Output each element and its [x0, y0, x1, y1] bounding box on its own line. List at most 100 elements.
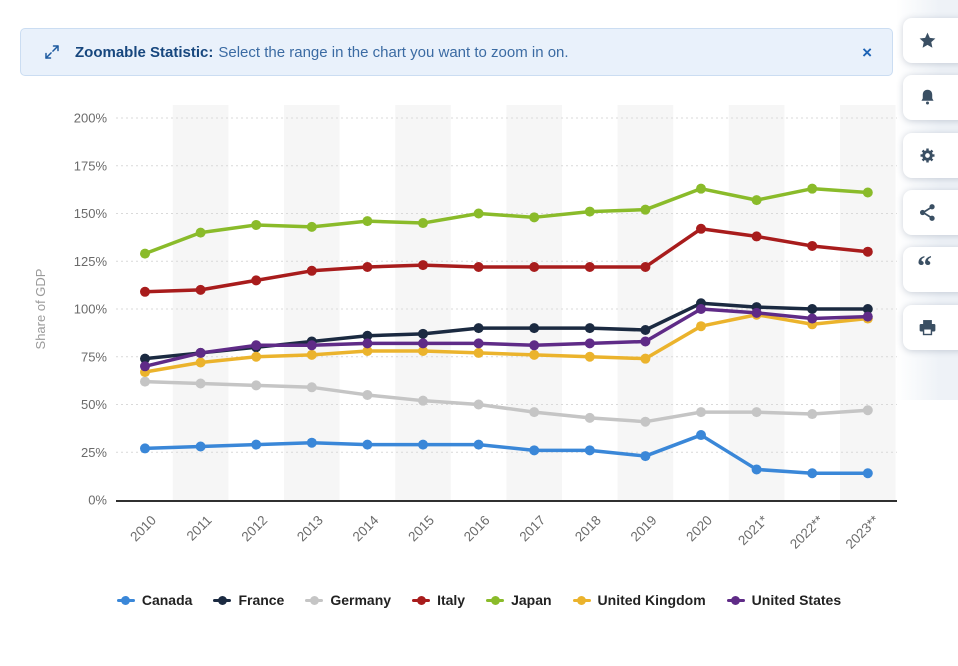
data-point[interactable]: [751, 231, 762, 242]
data-point[interactable]: [696, 407, 706, 418]
data-point[interactable]: [362, 261, 373, 272]
legend-item-france[interactable]: France: [213, 592, 284, 608]
data-point[interactable]: [251, 275, 262, 286]
data-point[interactable]: [418, 346, 428, 357]
data-point[interactable]: [473, 399, 484, 410]
data-point[interactable]: [807, 468, 818, 479]
data-point[interactable]: [751, 464, 762, 475]
legend-item-germany[interactable]: Germany: [305, 592, 391, 608]
data-point[interactable]: [140, 361, 150, 372]
data-point[interactable]: [473, 323, 484, 334]
data-point[interactable]: [584, 323, 595, 334]
data-point[interactable]: [306, 340, 317, 351]
data-point[interactable]: [751, 407, 762, 418]
legend-item-italy[interactable]: Italy: [412, 592, 465, 608]
data-point[interactable]: [140, 443, 150, 454]
data-point[interactable]: [640, 336, 651, 347]
data-point[interactable]: [584, 206, 595, 217]
data-point[interactable]: [696, 430, 706, 441]
data-point[interactable]: [251, 351, 262, 362]
data-point[interactable]: [362, 439, 373, 450]
data-point[interactable]: [807, 240, 818, 251]
data-point[interactable]: [529, 407, 540, 418]
data-point[interactable]: [807, 313, 818, 324]
data-point[interactable]: [140, 376, 150, 387]
data-point[interactable]: [529, 349, 540, 360]
data-point[interactable]: [418, 328, 428, 339]
data-point[interactable]: [362, 216, 373, 227]
data-point[interactable]: [195, 357, 206, 368]
data-point[interactable]: [529, 212, 540, 223]
data-point[interactable]: [640, 325, 651, 336]
data-point[interactable]: [195, 284, 206, 295]
chart[interactable]: 0% 25% 50% 75% 100% 125% 150% 175% 200% Share of …: [0, 95, 958, 570]
data-point[interactable]: [473, 439, 484, 450]
settings-button[interactable]: [903, 133, 958, 178]
data-point[interactable]: [862, 187, 873, 198]
share-button[interactable]: [903, 190, 958, 235]
data-point[interactable]: [640, 353, 651, 364]
data-point[interactable]: [640, 261, 651, 272]
data-point[interactable]: [251, 439, 262, 450]
legend-item-japan[interactable]: Japan: [486, 592, 552, 608]
data-point[interactable]: [251, 340, 262, 351]
data-point[interactable]: [306, 437, 317, 448]
data-point[interactable]: [306, 221, 317, 232]
data-point[interactable]: [140, 248, 150, 259]
data-point[interactable]: [195, 347, 206, 358]
data-point[interactable]: [640, 204, 651, 215]
legend-item-united-states[interactable]: United States: [726, 592, 841, 608]
data-point[interactable]: [473, 208, 484, 219]
data-point[interactable]: [584, 412, 595, 423]
data-point[interactable]: [862, 311, 873, 322]
data-point[interactable]: [418, 395, 428, 406]
data-point[interactable]: [362, 346, 373, 357]
data-point[interactable]: [251, 380, 262, 391]
chart-svg[interactable]: 0% 25% 50% 75% 100% 125% 150% 175% 200% Share of …: [0, 95, 958, 570]
data-point[interactable]: [584, 261, 595, 272]
data-point[interactable]: [473, 338, 484, 349]
data-point[interactable]: [640, 451, 651, 462]
data-point[interactable]: [418, 218, 428, 229]
data-point[interactable]: [195, 227, 206, 238]
data-point[interactable]: [362, 338, 373, 349]
data-point[interactable]: [195, 441, 206, 452]
cite-button[interactable]: “: [903, 247, 958, 292]
data-point[interactable]: [584, 351, 595, 362]
data-point[interactable]: [584, 338, 595, 349]
data-point[interactable]: [862, 468, 873, 479]
data-point[interactable]: [584, 445, 595, 456]
data-point[interactable]: [529, 340, 540, 351]
print-button[interactable]: [903, 305, 958, 350]
data-point[interactable]: [140, 286, 150, 297]
data-point[interactable]: [640, 416, 651, 427]
data-point[interactable]: [696, 183, 706, 194]
data-point[interactable]: [862, 304, 873, 314]
data-point[interactable]: [473, 347, 484, 358]
data-point[interactable]: [473, 261, 484, 272]
data-point[interactable]: [306, 382, 317, 393]
data-point[interactable]: [251, 219, 262, 230]
data-point[interactable]: [140, 353, 150, 364]
data-point[interactable]: [807, 409, 818, 420]
data-point[interactable]: [529, 323, 540, 334]
data-point[interactable]: [696, 304, 706, 314]
data-point[interactable]: [306, 265, 317, 276]
data-point[interactable]: [306, 349, 317, 360]
alert-button[interactable]: [903, 75, 958, 120]
data-point[interactable]: [195, 378, 206, 389]
data-point[interactable]: [418, 260, 428, 271]
data-point[interactable]: [807, 183, 818, 194]
data-point[interactable]: [862, 405, 873, 416]
close-icon[interactable]: ×: [862, 42, 872, 62]
data-point[interactable]: [362, 389, 373, 400]
data-point[interactable]: [529, 445, 540, 456]
data-point[interactable]: [862, 246, 873, 257]
data-point[interactable]: [418, 439, 428, 450]
data-point[interactable]: [418, 338, 428, 349]
legend-item-canada[interactable]: Canada: [116, 592, 192, 608]
data-point[interactable]: [807, 304, 818, 314]
legend-item-united-kingdom[interactable]: United Kingdom: [572, 592, 706, 608]
data-point[interactable]: [696, 223, 706, 234]
data-point[interactable]: [529, 261, 540, 272]
